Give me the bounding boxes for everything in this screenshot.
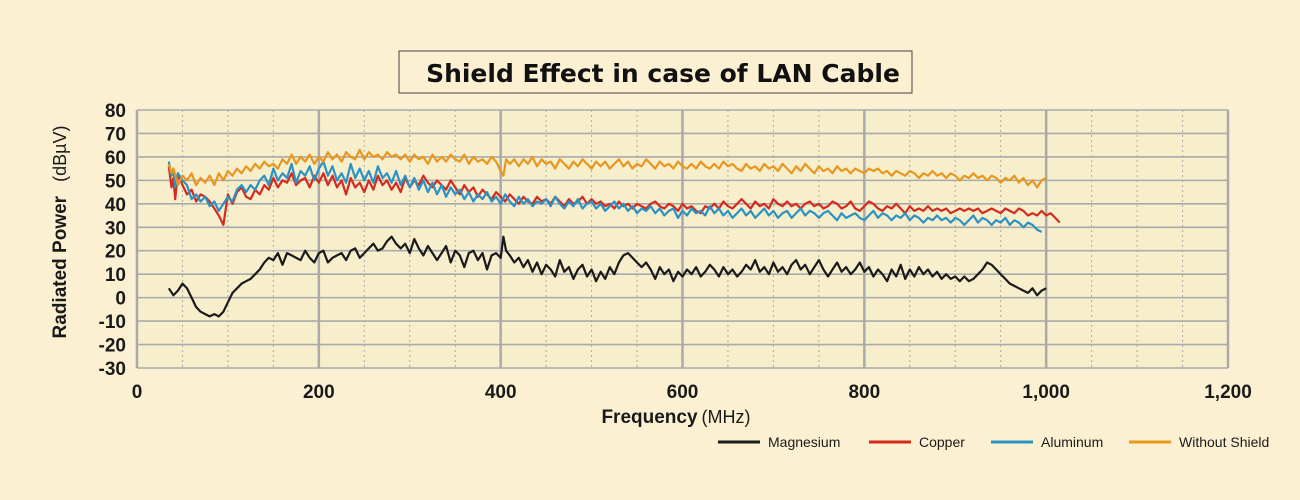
legend-label: Magnesium: [768, 434, 840, 450]
y-tick-label: 80: [105, 101, 126, 122]
series-line-without-shield: [167, 148, 1047, 189]
series-line-copper: [167, 166, 1061, 226]
x-tick-labels: 0 200 400 600 800 1,000 1,200: [132, 382, 1252, 403]
legend-label: Copper: [919, 434, 965, 450]
y-tick-label: 0: [115, 289, 126, 310]
series-layer: [167, 148, 1061, 318]
minor-grid: [181, 110, 1184, 368]
x-tick-label: 800: [848, 382, 880, 403]
x-tick-label: 1,000: [1022, 382, 1070, 403]
series-line-magnesium: [167, 235, 1047, 318]
y-axis-label: Radiated Power: [50, 195, 71, 338]
y-tick-label: 10: [105, 265, 126, 286]
legend: Magnesium Copper Aluminum Without Shield: [718, 434, 1269, 450]
x-tick-label: 400: [485, 382, 517, 403]
y-axis-title: Radiated Power (dBµV): [50, 126, 71, 339]
y-tick-label: 50: [105, 171, 126, 192]
x-tick-label: 1,200: [1204, 382, 1252, 403]
x-axis-title: Frequency (MHz): [601, 407, 750, 428]
y-axis-unit: (dBµV): [50, 126, 70, 182]
x-axis-unit: (MHz): [702, 407, 751, 427]
x-tick-label: 600: [667, 382, 699, 403]
y-tick-label: -10: [99, 312, 126, 333]
y-tick-label: 20: [105, 242, 126, 263]
y-tick-label: 40: [105, 195, 126, 216]
x-tick-label: 200: [303, 382, 335, 403]
y-tick-label: 70: [105, 124, 126, 145]
series-line-aluminum: [167, 160, 1043, 233]
legend-label: Aluminum: [1041, 434, 1103, 450]
x-axis-label: Frequency: [601, 407, 698, 428]
chart-title: Shield Effect in case of LAN Cable: [426, 59, 900, 88]
y-tick-label: 30: [105, 218, 126, 239]
legend-label: Without Shield: [1179, 434, 1269, 450]
title-box: [398, 50, 913, 94]
y-tick-label: 60: [105, 148, 126, 169]
y-tick-label: -30: [99, 359, 126, 380]
x-tick-label: 0: [132, 382, 143, 403]
y-tick-label: -20: [99, 336, 126, 357]
